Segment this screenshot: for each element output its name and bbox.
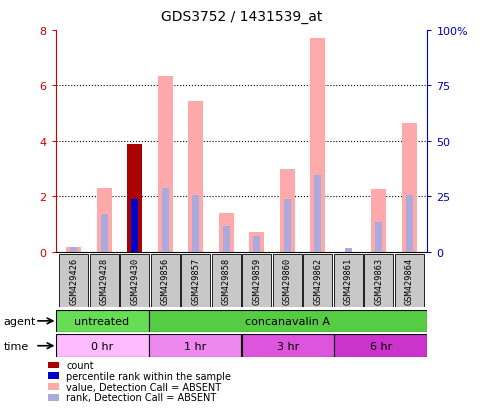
Bar: [242, 335, 334, 357]
Bar: [101, 215, 108, 252]
Bar: [90, 254, 119, 308]
Bar: [334, 335, 427, 357]
Bar: [375, 223, 382, 252]
Text: 0 hr: 0 hr: [91, 341, 113, 351]
Bar: [371, 189, 386, 252]
Bar: [314, 176, 321, 252]
Bar: [120, 254, 149, 308]
Bar: [284, 199, 291, 252]
Text: GSM429426: GSM429426: [70, 257, 78, 304]
Bar: [401, 123, 417, 252]
Bar: [66, 248, 82, 252]
Bar: [345, 248, 352, 252]
Bar: [334, 254, 363, 308]
Text: concanavalin A: concanavalin A: [245, 316, 330, 326]
Text: GSM429859: GSM429859: [252, 257, 261, 304]
Bar: [310, 39, 326, 252]
Bar: [162, 189, 169, 252]
Text: GSM429861: GSM429861: [344, 257, 353, 304]
Text: GSM429862: GSM429862: [313, 257, 322, 304]
Text: GSM429430: GSM429430: [130, 257, 139, 304]
Text: time: time: [4, 341, 29, 351]
Bar: [280, 170, 295, 252]
Bar: [395, 254, 424, 308]
Bar: [56, 335, 149, 357]
Text: GDS3752 / 1431539_at: GDS3752 / 1431539_at: [161, 10, 322, 24]
Bar: [97, 188, 112, 252]
Bar: [406, 195, 412, 252]
Text: percentile rank within the sample: percentile rank within the sample: [66, 371, 231, 381]
Bar: [127, 145, 142, 252]
Text: untreated: untreated: [74, 316, 129, 326]
Bar: [151, 254, 180, 308]
Bar: [192, 195, 199, 252]
Bar: [272, 254, 302, 308]
Text: GSM429857: GSM429857: [191, 257, 200, 304]
Text: GSM429858: GSM429858: [222, 257, 231, 304]
Bar: [242, 254, 271, 308]
Bar: [149, 335, 242, 357]
Bar: [181, 254, 211, 308]
Text: GSM429856: GSM429856: [161, 257, 170, 304]
Text: GSM429428: GSM429428: [100, 257, 109, 304]
Text: GSM429860: GSM429860: [283, 257, 292, 304]
Bar: [131, 199, 138, 252]
Bar: [188, 102, 203, 252]
Bar: [212, 254, 241, 308]
Text: 6 hr: 6 hr: [370, 341, 392, 351]
Bar: [56, 310, 149, 332]
Bar: [149, 310, 427, 332]
Text: value, Detection Call = ABSENT: value, Detection Call = ABSENT: [66, 382, 221, 392]
Bar: [223, 226, 230, 252]
Bar: [253, 237, 260, 252]
Bar: [131, 199, 138, 252]
Text: count: count: [66, 360, 94, 370]
Text: GSM429863: GSM429863: [374, 257, 383, 304]
Bar: [249, 232, 264, 252]
Bar: [59, 254, 88, 308]
Bar: [71, 248, 77, 252]
Bar: [364, 254, 393, 308]
Text: 3 hr: 3 hr: [277, 341, 299, 351]
Bar: [303, 254, 332, 308]
Bar: [157, 76, 173, 252]
Text: rank, Detection Call = ABSENT: rank, Detection Call = ABSENT: [66, 392, 216, 402]
Text: 1 hr: 1 hr: [184, 341, 206, 351]
Bar: [219, 214, 234, 252]
Text: agent: agent: [4, 316, 36, 326]
Text: GSM429864: GSM429864: [405, 257, 413, 304]
